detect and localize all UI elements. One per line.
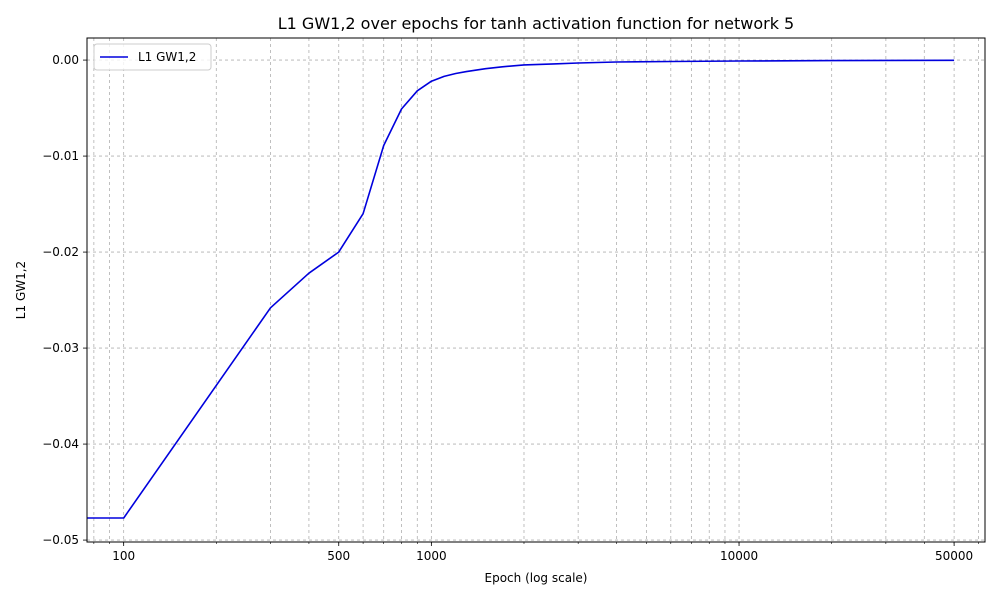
x-tick-label: 500 <box>327 549 350 563</box>
y-tick-label: −0.02 <box>42 245 79 259</box>
x-tick-label: 1000 <box>416 549 447 563</box>
series-layer <box>87 59 955 519</box>
x-tick-label: 100 <box>112 549 135 563</box>
x-axis: 100 500 1000 10000 50000 <box>93 542 979 563</box>
y-axis: 0.00 −0.01 −0.02 −0.03 −0.04 −0.05 <box>42 53 87 547</box>
y-axis-label: L1 GW1,2 <box>14 261 28 319</box>
x-axis-label: Epoch (log scale) <box>485 571 588 585</box>
legend-label: L1 GW1,2 <box>138 50 196 64</box>
x-tick-label: 50000 <box>935 549 973 563</box>
legend-box <box>93 43 212 71</box>
series-line <box>87 59 955 519</box>
y-tick-label: −0.05 <box>42 533 79 547</box>
legend: L1 GW1,2 <box>93 43 212 71</box>
y-tick-label: 0.00 <box>52 53 79 67</box>
y-tick-label: −0.04 <box>42 437 79 451</box>
plot-area-frame <box>86 37 986 543</box>
y-tick-label: −0.03 <box>42 341 79 355</box>
grid-lines <box>87 38 985 542</box>
y-tick-label: −0.01 <box>42 149 79 163</box>
x-tick-label: 10000 <box>720 549 758 563</box>
chart-title: L1 GW1,2 over epochs for tanh activation… <box>278 14 794 33</box>
